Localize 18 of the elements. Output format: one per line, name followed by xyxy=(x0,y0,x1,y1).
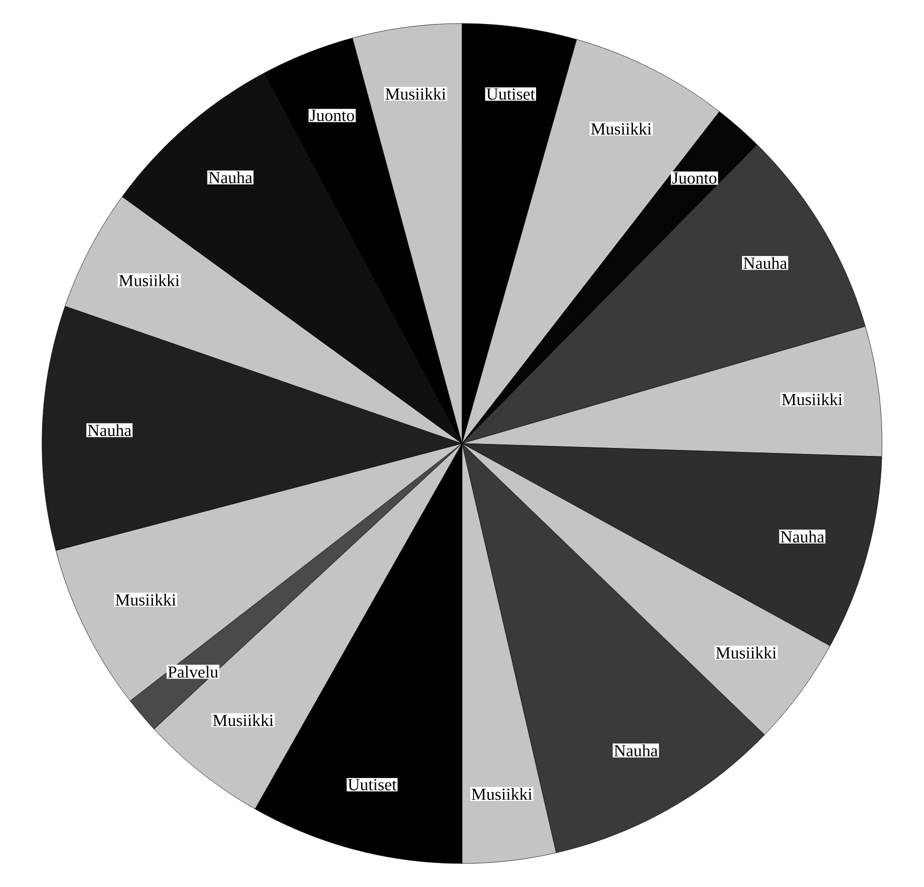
slice-label: Palvelu xyxy=(168,666,218,678)
slice-label: Musiikki xyxy=(119,274,180,286)
slice-label: Musiikki xyxy=(716,646,776,659)
slice-label: Nauha xyxy=(208,171,252,184)
slice-label: Nauha xyxy=(614,744,658,756)
slice-label: Juonto xyxy=(310,110,354,122)
slice-label: Juonto xyxy=(672,172,716,184)
slice-label: Musiikki xyxy=(385,88,446,100)
slice-label: Nauha xyxy=(744,256,787,269)
slice-label: Nauha xyxy=(780,530,824,543)
slice-label: Musiikki xyxy=(116,594,176,606)
slice-label: Musiikki xyxy=(782,393,842,406)
slice-label: Musiikki xyxy=(591,122,652,135)
slice-label: Uutiset xyxy=(348,778,396,790)
slice-label: Uutiset xyxy=(486,88,535,100)
slice-label: Nauha xyxy=(88,424,132,436)
slice-label: Musiikki xyxy=(472,788,532,800)
slice-label: Musiikki xyxy=(213,714,274,726)
